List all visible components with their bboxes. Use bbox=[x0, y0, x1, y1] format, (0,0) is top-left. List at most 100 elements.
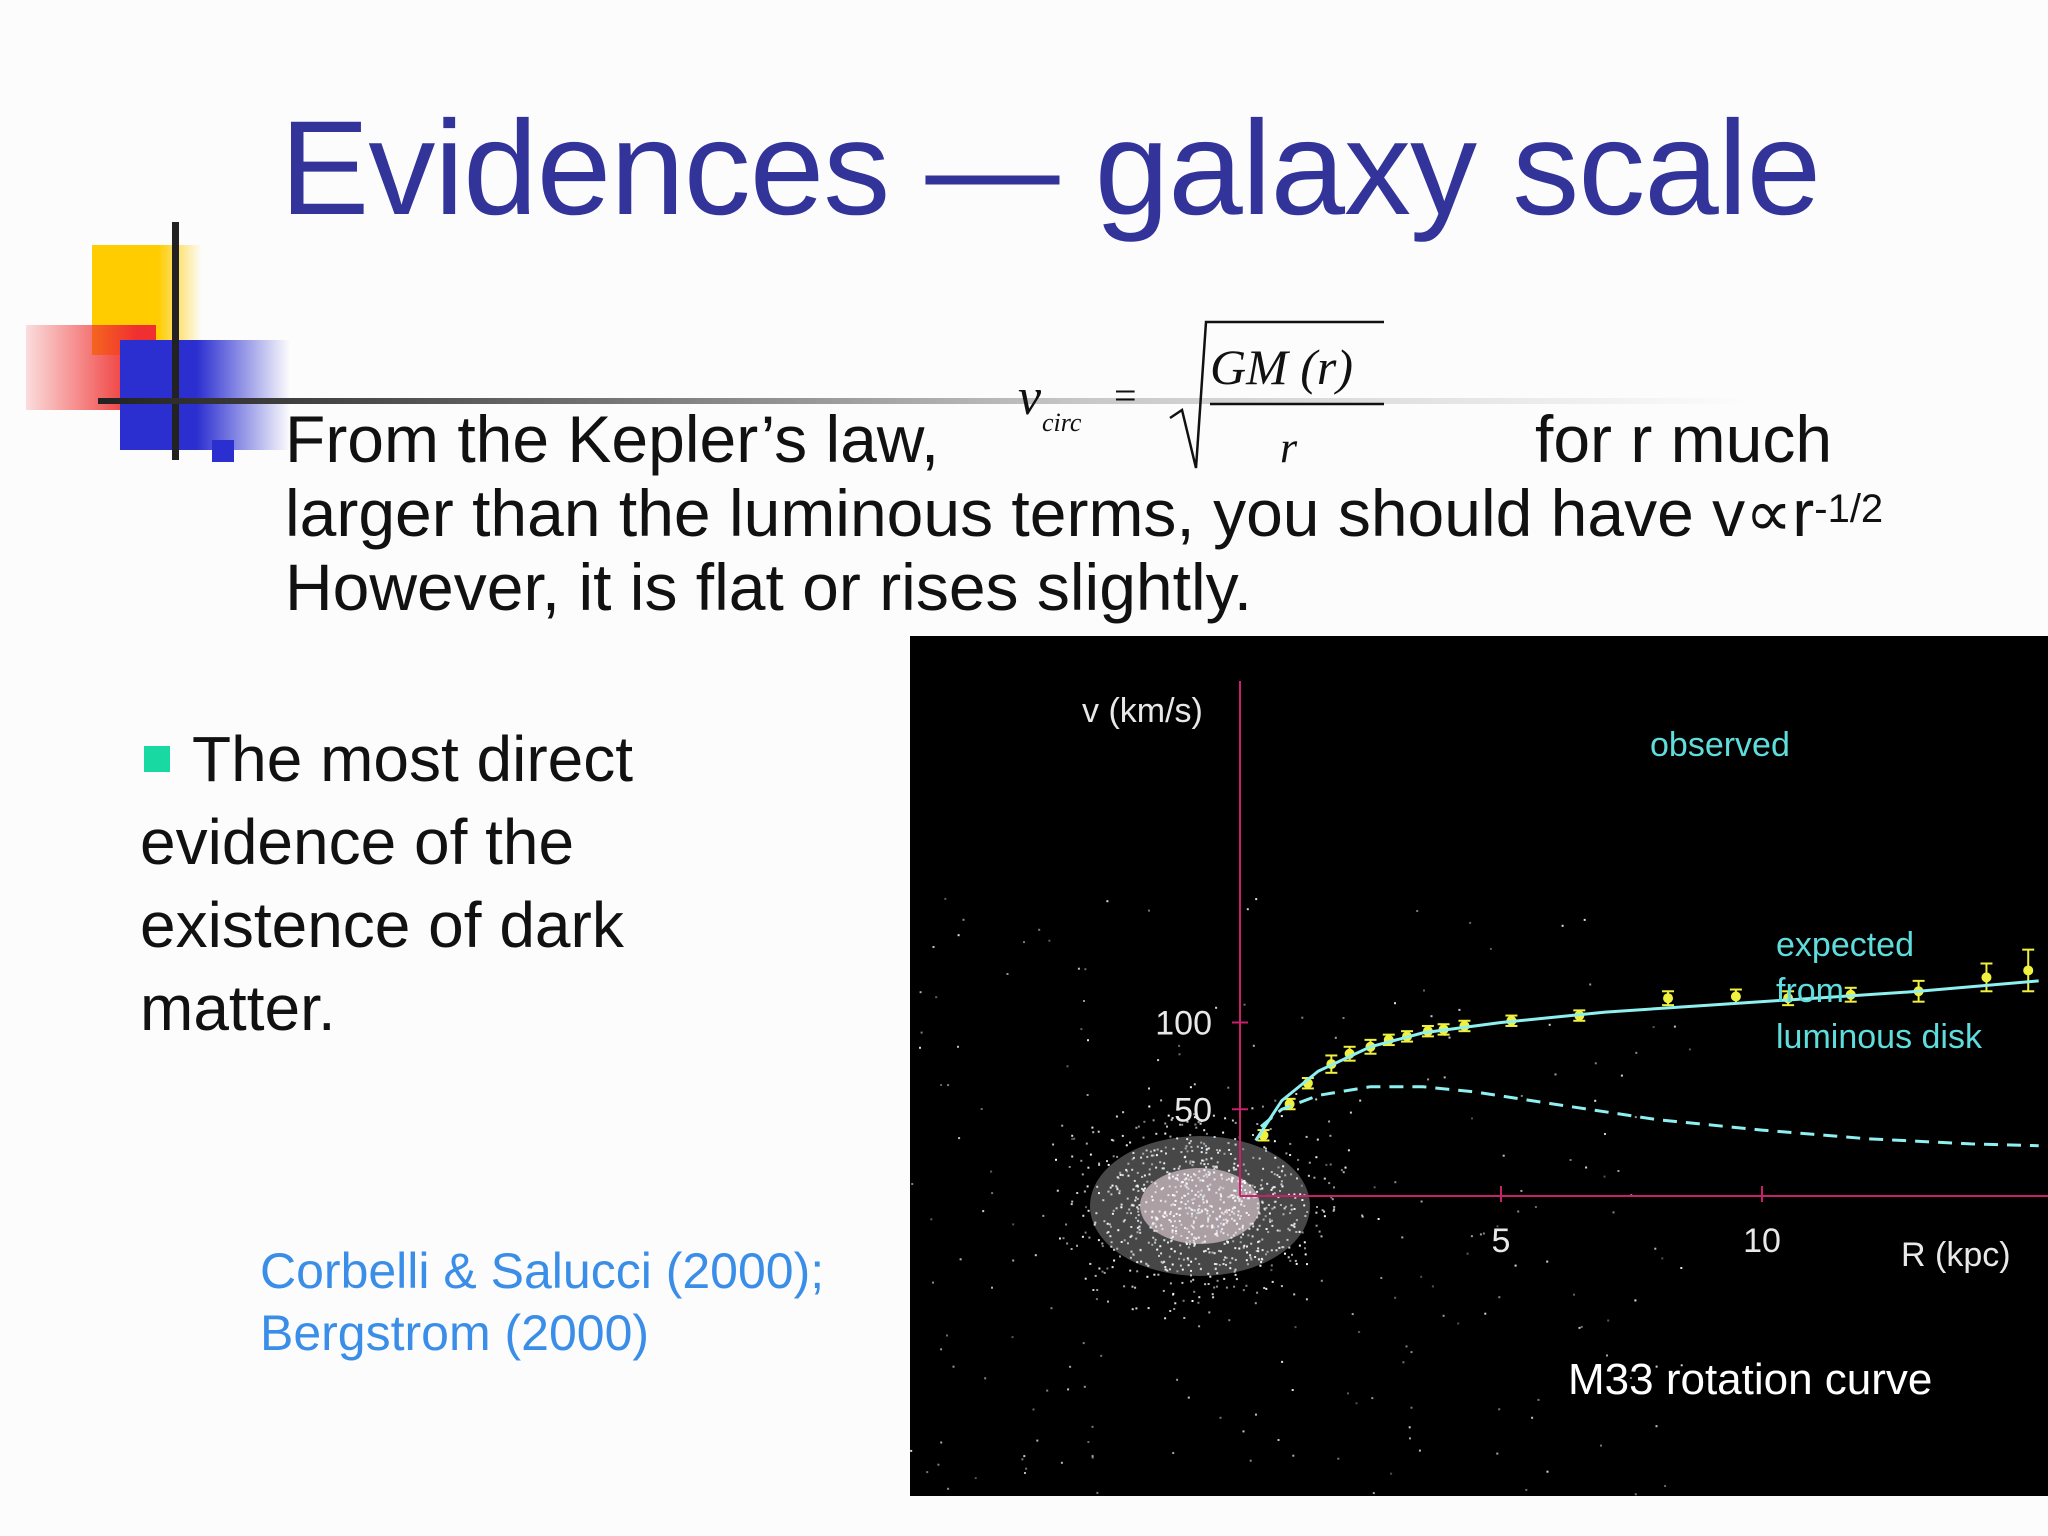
star bbox=[1164, 1268, 1167, 1271]
star bbox=[1119, 1255, 1121, 1258]
star bbox=[1168, 1219, 1171, 1221]
star bbox=[1250, 1258, 1253, 1261]
star bbox=[1291, 1253, 1293, 1256]
star bbox=[1161, 1228, 1164, 1231]
star bbox=[1163, 1216, 1166, 1218]
star bbox=[1328, 1182, 1331, 1185]
star bbox=[1227, 1177, 1230, 1180]
star bbox=[1271, 1219, 1273, 1222]
star bbox=[1273, 1186, 1276, 1189]
star bbox=[1178, 1220, 1181, 1223]
star bbox=[1216, 1234, 1219, 1237]
star bbox=[1204, 1235, 1207, 1238]
star bbox=[1174, 1302, 1177, 1305]
star bbox=[1180, 1151, 1183, 1154]
star bbox=[1186, 1237, 1189, 1240]
star bbox=[1189, 1086, 1192, 1089]
star bbox=[1116, 1155, 1119, 1158]
star bbox=[1171, 1263, 1174, 1266]
star bbox=[1119, 1171, 1122, 1174]
star bbox=[1155, 1154, 1158, 1157]
star bbox=[1448, 1036, 1451, 1039]
star bbox=[1234, 1268, 1237, 1271]
star bbox=[1042, 1214, 1045, 1217]
star bbox=[1112, 1209, 1115, 1212]
star bbox=[1071, 1134, 1074, 1137]
star bbox=[1496, 1452, 1499, 1455]
star bbox=[1185, 1160, 1188, 1163]
star bbox=[1292, 1224, 1295, 1227]
star bbox=[1246, 1263, 1249, 1266]
star bbox=[1219, 1250, 1222, 1253]
star bbox=[940, 1441, 943, 1444]
star bbox=[1191, 1189, 1193, 1192]
star bbox=[1198, 1296, 1201, 1299]
star bbox=[1186, 1138, 1189, 1141]
star bbox=[1498, 1296, 1501, 1299]
star bbox=[1199, 1162, 1202, 1165]
star bbox=[1137, 1214, 1140, 1217]
star bbox=[1204, 1249, 1207, 1252]
star bbox=[1409, 1437, 1411, 1440]
formula-denominator: r bbox=[1280, 423, 1298, 472]
star bbox=[1143, 1120, 1146, 1123]
star bbox=[1151, 1243, 1154, 1246]
star bbox=[1257, 1258, 1260, 1261]
star bbox=[1232, 1189, 1235, 1192]
data-point bbox=[1730, 991, 1741, 1002]
star bbox=[1278, 1229, 1281, 1232]
star bbox=[1294, 1197, 1297, 1199]
star bbox=[1172, 1175, 1174, 1178]
star bbox=[1208, 1311, 1211, 1314]
star bbox=[1115, 1185, 1118, 1188]
star bbox=[982, 1210, 985, 1213]
star bbox=[1164, 1122, 1167, 1125]
star bbox=[1222, 1232, 1225, 1235]
star bbox=[1233, 1270, 1236, 1273]
star bbox=[1211, 1251, 1214, 1254]
kepler-formula: v circ = GM (r) r bbox=[1010, 318, 1390, 478]
star bbox=[1131, 1168, 1134, 1171]
star bbox=[1083, 1190, 1086, 1193]
star bbox=[1084, 968, 1087, 971]
star bbox=[1270, 1189, 1273, 1191]
star bbox=[1193, 1113, 1196, 1116]
star bbox=[1252, 1134, 1254, 1136]
star bbox=[1155, 1230, 1158, 1233]
star bbox=[1580, 1325, 1583, 1328]
star bbox=[1249, 1191, 1251, 1194]
star bbox=[1416, 910, 1419, 912]
star bbox=[1173, 1204, 1176, 1206]
star bbox=[1266, 1182, 1269, 1185]
star bbox=[1496, 1225, 1499, 1228]
star bbox=[1268, 1212, 1271, 1215]
star bbox=[1347, 1149, 1350, 1152]
star bbox=[1152, 1236, 1155, 1239]
star bbox=[1154, 1191, 1157, 1194]
star bbox=[1223, 1152, 1226, 1155]
star bbox=[1355, 1402, 1358, 1405]
star bbox=[1137, 1210, 1140, 1213]
star bbox=[1320, 1235, 1323, 1238]
star bbox=[1229, 1261, 1232, 1264]
star bbox=[1130, 1226, 1133, 1228]
star bbox=[1234, 1189, 1237, 1192]
star bbox=[910, 1449, 913, 1452]
star bbox=[1219, 1198, 1222, 1201]
star bbox=[1673, 1025, 1676, 1028]
star bbox=[1196, 1145, 1199, 1148]
star bbox=[1200, 1209, 1203, 1212]
star bbox=[1233, 1195, 1236, 1198]
star bbox=[1036, 1439, 1039, 1442]
star bbox=[1318, 1230, 1321, 1233]
star bbox=[1278, 1246, 1281, 1249]
star bbox=[1207, 1147, 1210, 1150]
star bbox=[1225, 1221, 1228, 1224]
star bbox=[1193, 1243, 1196, 1246]
star bbox=[1255, 1250, 1258, 1252]
star bbox=[1025, 1467, 1028, 1470]
star bbox=[1206, 1212, 1209, 1215]
star bbox=[1203, 1142, 1206, 1145]
star bbox=[1215, 1232, 1218, 1235]
star bbox=[1156, 1248, 1159, 1251]
